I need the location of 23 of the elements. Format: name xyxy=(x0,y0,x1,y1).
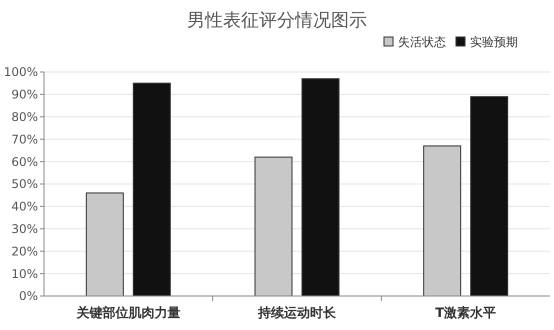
legend-label: 失活状态 xyxy=(398,35,446,49)
x-tick-label: T激素水平 xyxy=(435,305,496,321)
y-tick-label: 60% xyxy=(11,154,38,169)
y-tick-label: 90% xyxy=(11,88,38,102)
x-tick-label: 持续运动时长 xyxy=(257,305,337,321)
bar xyxy=(254,156,292,296)
bar xyxy=(132,82,171,296)
y-tick-label: 20% xyxy=(11,244,38,258)
bar xyxy=(302,78,340,296)
bar xyxy=(86,192,124,296)
y-tick-label: 100% xyxy=(4,65,38,80)
bar xyxy=(423,145,462,296)
y-tick-label: 10% xyxy=(11,266,38,281)
y-tick-label: 30% xyxy=(11,222,38,236)
bar xyxy=(470,96,508,296)
legend-label: 实验预期 xyxy=(470,35,518,49)
y-tick-label: 80% xyxy=(11,110,38,124)
y-tick-label: 40% xyxy=(11,200,38,214)
x-tick-label: 关键部位肌肉力量 xyxy=(75,305,180,321)
chart-title: 男性表征评分情况图示 xyxy=(187,10,367,31)
y-tick-label: 50% xyxy=(11,177,38,192)
y-tick-label: 70% xyxy=(11,132,38,146)
y-tick-label: 0% xyxy=(18,289,38,304)
